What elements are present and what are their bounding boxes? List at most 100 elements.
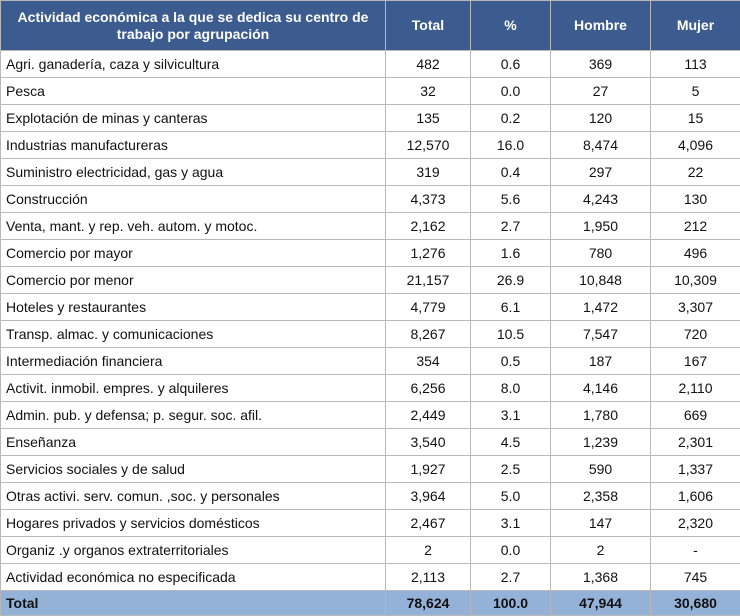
table-row: Venta, mant. y rep. veh. autom. y motoc.… [1, 213, 740, 240]
header-cell: Total [386, 1, 471, 51]
row-label: Enseñanza [1, 429, 386, 456]
header-cell: Mujer [651, 1, 740, 51]
data-cell: 319 [386, 159, 471, 186]
data-cell: 8,474 [551, 132, 651, 159]
row-label: Hoteles y restaurantes [1, 294, 386, 321]
header-cell: Actividad económica a la que se dedica s… [1, 1, 386, 51]
data-cell: 3,964 [386, 483, 471, 510]
data-cell: 4.5 [471, 429, 551, 456]
data-cell: 1,606 [651, 483, 740, 510]
data-cell: 8,267 [386, 321, 471, 348]
data-cell: 2,301 [651, 429, 740, 456]
data-cell: 4,373 [386, 186, 471, 213]
header-row: Actividad económica a la que se dedica s… [1, 1, 740, 51]
data-cell: 167 [651, 348, 740, 375]
header-cell: % [471, 1, 551, 51]
row-label: Activit. inmobil. empres. y alquileres [1, 375, 386, 402]
data-cell: 130 [651, 186, 740, 213]
row-label: Suministro electricidad, gas y agua [1, 159, 386, 186]
total-cell: 30,680 [651, 591, 740, 616]
data-cell: 590 [551, 456, 651, 483]
data-cell: 3.1 [471, 510, 551, 537]
row-label: Pesca [1, 78, 386, 105]
data-cell: 2,110 [651, 375, 740, 402]
data-cell: 10,309 [651, 267, 740, 294]
data-cell: 32 [386, 78, 471, 105]
data-cell: 369 [551, 51, 651, 78]
data-cell: 147 [551, 510, 651, 537]
data-cell: 2.7 [471, 213, 551, 240]
total-cell: 78,624 [386, 591, 471, 616]
data-cell: 113 [651, 51, 740, 78]
data-cell: 1,239 [551, 429, 651, 456]
row-label: Industrias manufactureras [1, 132, 386, 159]
row-label: Agri. ganadería, caza y silvicultura [1, 51, 386, 78]
data-cell: 16.0 [471, 132, 551, 159]
data-cell: 297 [551, 159, 651, 186]
data-cell: 120 [551, 105, 651, 132]
data-cell: 1,472 [551, 294, 651, 321]
total-cell: 100.0 [471, 591, 551, 616]
data-cell: 26.9 [471, 267, 551, 294]
data-cell: 3.1 [471, 402, 551, 429]
data-cell: 0.0 [471, 537, 551, 564]
data-cell: 2,358 [551, 483, 651, 510]
header-cell: Hombre [551, 1, 651, 51]
row-label: Servicios sociales y de salud [1, 456, 386, 483]
data-cell: 3,307 [651, 294, 740, 321]
data-cell: 1,337 [651, 456, 740, 483]
data-cell: 4,243 [551, 186, 651, 213]
data-cell: 5.6 [471, 186, 551, 213]
total-cell: 47,944 [551, 591, 651, 616]
data-cell: 2,162 [386, 213, 471, 240]
data-cell: 2.5 [471, 456, 551, 483]
data-cell: 2,449 [386, 402, 471, 429]
data-cell: 2.7 [471, 564, 551, 591]
data-cell: 15 [651, 105, 740, 132]
data-cell: 0.0 [471, 78, 551, 105]
row-label: Intermediación financiera [1, 348, 386, 375]
table-row: Otras activi. serv. comun. ,soc. y perso… [1, 483, 740, 510]
row-label: Hogares privados y servicios domésticos [1, 510, 386, 537]
data-cell: 354 [386, 348, 471, 375]
data-cell: 496 [651, 240, 740, 267]
data-cell: 2,467 [386, 510, 471, 537]
row-label: Otras activi. serv. comun. ,soc. y perso… [1, 483, 386, 510]
data-cell: 482 [386, 51, 471, 78]
row-label: Explotación de minas y canteras [1, 105, 386, 132]
data-cell: 5.0 [471, 483, 551, 510]
data-cell: 2,320 [651, 510, 740, 537]
data-cell: 0.5 [471, 348, 551, 375]
data-cell: 27 [551, 78, 651, 105]
data-cell: 1,950 [551, 213, 651, 240]
data-cell: 7,547 [551, 321, 651, 348]
data-cell: 720 [651, 321, 740, 348]
row-label: Comercio por mayor [1, 240, 386, 267]
data-cell: 4,779 [386, 294, 471, 321]
data-cell: - [651, 537, 740, 564]
data-cell: 1,780 [551, 402, 651, 429]
data-cell: 1.6 [471, 240, 551, 267]
data-cell: 21,157 [386, 267, 471, 294]
row-label: Admin. pub. y defensa; p. segur. soc. af… [1, 402, 386, 429]
data-cell: 2,113 [386, 564, 471, 591]
data-cell: 6.1 [471, 294, 551, 321]
